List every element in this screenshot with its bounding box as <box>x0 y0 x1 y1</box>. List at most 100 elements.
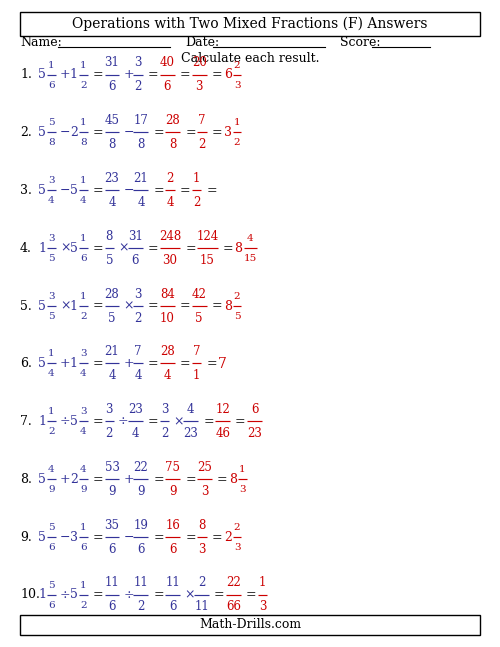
Text: =: = <box>235 415 246 428</box>
Text: 4: 4 <box>132 427 139 440</box>
Text: 2: 2 <box>198 138 205 151</box>
Text: 2: 2 <box>234 138 240 148</box>
Text: =: = <box>217 473 228 486</box>
Text: 4: 4 <box>108 369 116 382</box>
Text: 5: 5 <box>38 473 46 486</box>
Text: 9.: 9. <box>20 531 32 543</box>
Text: 6: 6 <box>108 543 116 556</box>
FancyBboxPatch shape <box>20 12 480 36</box>
Text: 31: 31 <box>104 56 120 69</box>
Text: 21: 21 <box>134 172 148 185</box>
Text: =: = <box>222 242 233 255</box>
Text: ×: × <box>174 415 184 428</box>
Text: 6: 6 <box>137 543 144 556</box>
Text: 3: 3 <box>259 600 266 613</box>
Text: ÷: ÷ <box>60 415 70 428</box>
Text: 8: 8 <box>48 138 54 148</box>
Text: 20: 20 <box>192 56 206 69</box>
Text: 17: 17 <box>134 115 148 127</box>
Text: =: = <box>185 473 196 486</box>
Text: +: + <box>60 69 70 82</box>
Text: 5: 5 <box>196 312 203 325</box>
Text: 5: 5 <box>106 254 113 267</box>
Text: 2: 2 <box>106 427 113 440</box>
Text: 45: 45 <box>104 115 120 127</box>
Text: 5: 5 <box>48 118 54 127</box>
Text: 3: 3 <box>48 234 54 243</box>
Text: 22: 22 <box>226 576 241 589</box>
Text: =: = <box>212 126 222 139</box>
Text: 1: 1 <box>80 118 86 127</box>
Text: 2: 2 <box>137 600 144 613</box>
Text: 6: 6 <box>48 80 54 89</box>
Text: =: = <box>92 415 103 428</box>
Text: 5.: 5. <box>20 300 32 313</box>
Text: 1: 1 <box>259 576 266 589</box>
Text: 2: 2 <box>134 312 142 325</box>
Text: 2: 2 <box>234 292 240 301</box>
Text: 66: 66 <box>226 600 241 613</box>
Text: 1: 1 <box>80 234 86 243</box>
Text: 75: 75 <box>166 461 180 474</box>
Text: =: = <box>148 415 158 428</box>
Text: 2: 2 <box>193 196 200 209</box>
Text: 4: 4 <box>80 427 86 436</box>
Text: 28: 28 <box>166 115 180 127</box>
Text: 6: 6 <box>169 600 176 613</box>
Text: 2: 2 <box>161 427 168 440</box>
Text: ÷: ÷ <box>118 415 128 428</box>
Text: =: = <box>154 473 164 486</box>
Text: 5: 5 <box>234 312 240 321</box>
Text: =: = <box>154 126 164 139</box>
Text: 53: 53 <box>104 461 120 474</box>
Text: =: = <box>92 357 103 370</box>
Text: 8: 8 <box>234 242 242 255</box>
Text: 5: 5 <box>70 415 78 428</box>
Text: 2: 2 <box>224 531 232 543</box>
Text: 3: 3 <box>80 407 86 416</box>
Text: 2: 2 <box>166 172 174 185</box>
Text: 35: 35 <box>104 519 120 532</box>
Text: ÷: ÷ <box>124 589 134 602</box>
Text: −: − <box>124 126 134 139</box>
Text: 23: 23 <box>128 403 143 416</box>
Text: 22: 22 <box>134 461 148 474</box>
Text: 2: 2 <box>134 80 142 94</box>
Text: −: − <box>60 126 70 139</box>
Text: 6: 6 <box>164 80 171 94</box>
Text: 248: 248 <box>159 230 181 243</box>
Text: 2: 2 <box>234 523 240 532</box>
Text: =: = <box>246 589 256 602</box>
Text: 7: 7 <box>198 115 205 127</box>
Text: 8: 8 <box>224 300 232 313</box>
Text: 2: 2 <box>80 312 86 321</box>
Text: 1: 1 <box>48 407 54 416</box>
Text: 2: 2 <box>198 576 205 589</box>
Text: 1: 1 <box>80 523 86 532</box>
Text: 3: 3 <box>198 543 205 556</box>
Text: =: = <box>214 589 224 602</box>
Text: 1: 1 <box>48 61 54 69</box>
Text: 23: 23 <box>104 172 120 185</box>
Text: Date:: Date: <box>185 36 219 50</box>
Text: 3: 3 <box>134 288 142 301</box>
Text: ×: × <box>118 242 128 255</box>
Text: 15: 15 <box>200 254 215 267</box>
Text: 2: 2 <box>70 126 78 139</box>
Text: 7: 7 <box>134 345 142 358</box>
Text: −: − <box>60 184 70 197</box>
Text: =: = <box>148 357 158 370</box>
Text: =: = <box>185 531 196 543</box>
Text: 6: 6 <box>224 69 232 82</box>
Text: 5: 5 <box>70 184 78 197</box>
Text: 3: 3 <box>201 485 208 498</box>
Text: 30: 30 <box>162 254 178 267</box>
Text: =: = <box>180 184 190 197</box>
Text: ×: × <box>60 300 70 313</box>
Text: 9: 9 <box>108 485 116 498</box>
Text: +: + <box>124 69 134 82</box>
Text: 10: 10 <box>160 312 175 325</box>
Text: 8: 8 <box>169 138 176 151</box>
Text: 4: 4 <box>48 196 54 205</box>
Text: 4: 4 <box>80 465 86 474</box>
